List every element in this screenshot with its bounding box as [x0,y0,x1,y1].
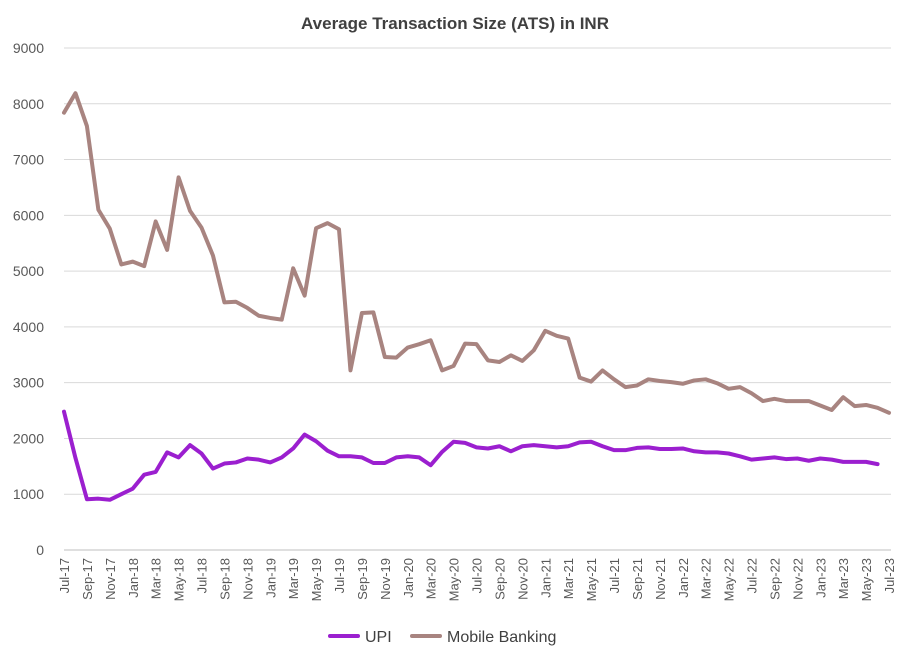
x-tick-label: Sep-22 [767,558,782,600]
x-tick-label: Jan-23 [813,558,828,598]
x-tick-label: Nov-17 [103,558,118,600]
x-tick-label: Nov-18 [240,558,255,600]
series-line-mobile-banking [62,91,891,415]
legend-label-mobile-banking: Mobile Banking [447,629,556,646]
y-tick-label: 5000 [13,263,44,279]
y-tick-label: 7000 [13,152,44,168]
y-axis-ticks: 0 1000 2000 3000 4000 5000 6000 7000 8000 9000 [13,40,44,558]
x-tick-label: May-23 [859,558,874,601]
x-tick-label: Mar-20 [424,558,439,599]
y-tick-label: 4000 [13,319,44,335]
x-tick-label: Mar-22 [699,558,714,599]
x-tick-label: Jul-22 [745,558,760,593]
x-tick-label: Nov-22 [790,558,805,600]
x-tick-label: Jan-21 [538,558,553,598]
x-tick-label: Jan-22 [676,558,691,598]
y-tick-label: 2000 [13,430,44,446]
x-tick-label: Jul-19 [332,558,347,593]
x-tick-label: May-18 [172,558,187,601]
x-tick-label: May-19 [309,558,324,601]
x-tick-label: Sep-19 [355,558,370,600]
x-tick-label: May-20 [447,558,462,601]
x-tick-label: Sep-20 [492,558,507,600]
gridlines [64,47,891,551]
x-tick-label: Jan-18 [126,558,141,598]
y-tick-label: 8000 [13,96,44,112]
y-tick-label: 1000 [13,486,44,502]
chart-title: Average Transaction Size (ATS) in INR [301,14,609,33]
x-tick-label: Jul-20 [470,558,485,593]
x-tick-label: Mar-21 [561,558,576,599]
x-tick-label: Sep-17 [80,558,95,600]
x-tick-label: Sep-18 [217,558,232,600]
x-tick-label: Mar-18 [149,558,164,599]
x-tick-label: Nov-21 [653,558,668,600]
x-tick-label: May-22 [722,558,737,601]
y-tick-label: 6000 [13,207,44,223]
x-tick-label: Mar-23 [836,558,851,599]
x-tick-label: Mar-19 [286,558,301,599]
series-lines [62,91,891,502]
x-tick-label: Nov-19 [378,558,393,600]
x-tick-label: May-21 [584,558,599,601]
x-tick-label: Jan-20 [401,558,416,598]
series-line-upi [62,409,880,502]
x-tick-label: Jul-17 [57,558,72,593]
x-tick-label: Sep-21 [630,558,645,600]
legend: UPI Mobile Banking [328,629,556,646]
legend-label-upi: UPI [365,629,392,646]
x-tick-label: Jan-19 [263,558,278,598]
x-tick-label: Nov-20 [515,558,530,600]
y-tick-label: 9000 [13,40,44,56]
x-tick-label: Jul-21 [607,558,622,593]
y-tick-label: 3000 [13,375,44,391]
x-axis-ticks: Jul-17 Sep-17 Nov-17 Jan-18 Mar-18 May-18 Jul-… [57,558,897,601]
y-tick-label: 0 [36,542,44,558]
x-tick-label: Jul-18 [195,558,210,593]
x-tick-label: Jul-23 [882,558,897,593]
